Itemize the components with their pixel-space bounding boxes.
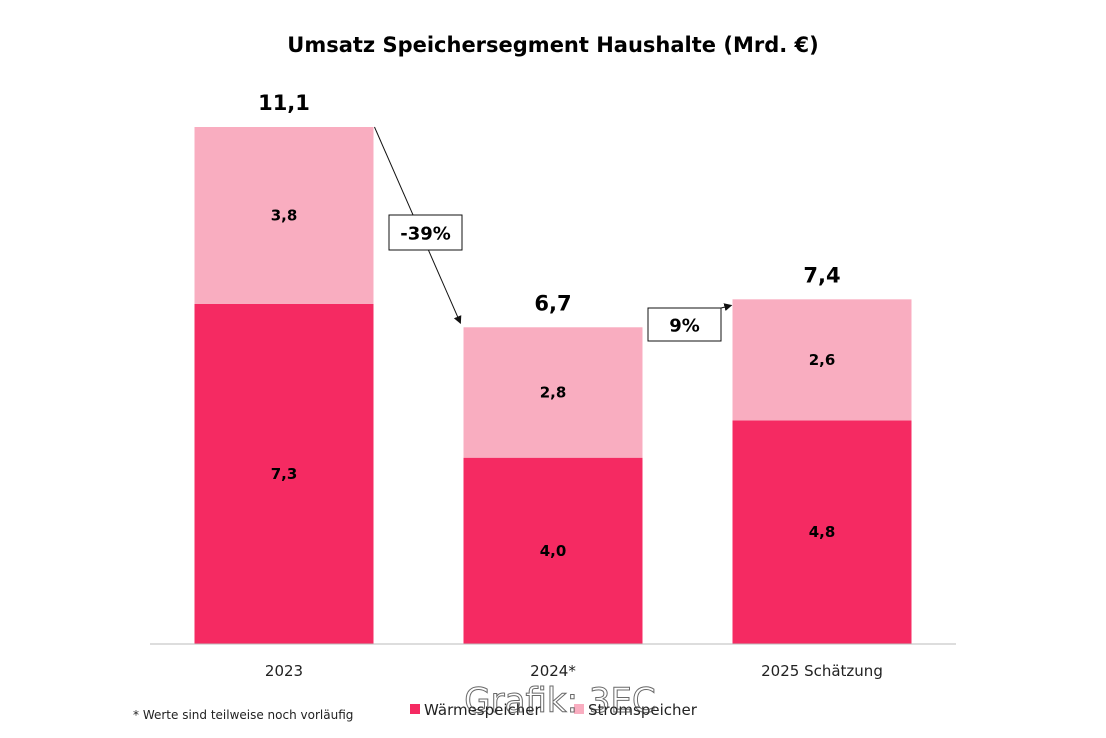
change-arrow — [720, 303, 733, 311]
total-value-label: 11,1 — [258, 91, 310, 115]
segment-value-label: 7,3 — [271, 465, 298, 483]
bar-segment-waermespeicher — [194, 303, 374, 644]
segment-value-label: 4,8 — [809, 523, 836, 541]
change-box — [388, 214, 463, 251]
change-annotations: -39% 9% — [374, 126, 733, 342]
category-label: 2024* — [530, 662, 576, 680]
watermark-text: Grafik: 3EC — [464, 681, 655, 721]
bar-segment-stromspeicher — [194, 127, 374, 304]
segment-value-label: 4,0 — [540, 542, 567, 560]
category-label: 2025 Schätzung — [761, 662, 883, 680]
legend: Wärmespeicher Stromspeicher — [410, 701, 698, 719]
bar-segment-waermespeicher — [732, 420, 912, 644]
legend-swatch — [410, 704, 420, 714]
segment-value-label: 3,8 — [271, 206, 298, 224]
change-label: -39% — [400, 224, 451, 245]
change-label: 9% — [669, 316, 700, 337]
chart-title: Umsatz Speichersegment Haushalte (Mrd. €… — [287, 33, 818, 57]
total-value-label: 6,7 — [534, 291, 571, 315]
legend-swatch — [574, 704, 584, 714]
category-label: 2023 — [265, 662, 303, 680]
change-box — [647, 307, 722, 342]
footnote: * Werte sind teilweise noch vorläufig — [133, 708, 353, 722]
category-labels: 2023 2024* 2025 Schätzung — [265, 662, 883, 680]
segment-value-label: 2,6 — [809, 351, 836, 369]
bar-segment-stromspeicher — [463, 327, 643, 458]
legend-label: Stromspeicher — [588, 701, 698, 719]
bar-segment-waermespeicher — [463, 457, 643, 644]
total-value-label: 7,4 — [803, 263, 840, 287]
legend-label: Wärmespeicher — [424, 701, 542, 719]
segment-value-label: 2,8 — [540, 383, 567, 401]
bars-group: 7,3 3,8 11,1 4,0 2,8 6,7 4,8 2,6 7,4 — [194, 91, 912, 644]
bar-segment-stromspeicher — [732, 299, 912, 421]
